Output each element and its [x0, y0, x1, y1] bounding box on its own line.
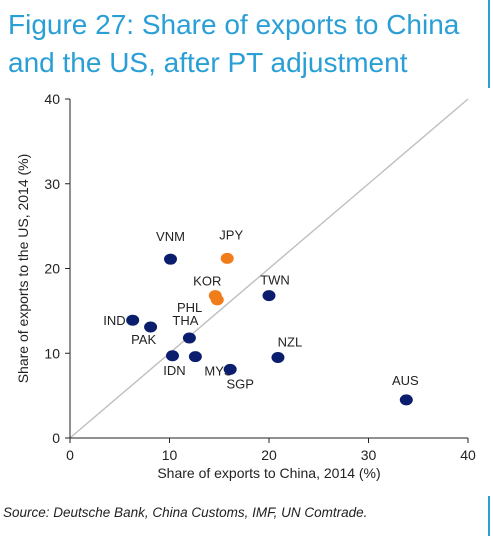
point-label-ind: IND: [103, 313, 125, 328]
chart-title: Figure 27: Share of exports to China and…: [8, 9, 460, 78]
point-pak: [144, 321, 158, 333]
y-tick-label: 0: [52, 430, 60, 446]
source-note: Source: Deutsche Bank, China Customs, IM…: [3, 505, 368, 520]
point-twn: [262, 290, 276, 302]
point-label-tha: THA: [172, 313, 198, 328]
x-tick-label: 0: [66, 447, 74, 463]
y-axis-label: Share of exports to the US, 2014 (%): [15, 154, 31, 384]
scatter-chart: 0 10 20 30 40 0 10 20 30 40 Share of exports to Ch…: [15, 91, 476, 481]
point-sgp: [223, 363, 237, 375]
point-label-sgp: SGP: [226, 376, 253, 391]
point-label-jpy: JPY: [219, 227, 243, 242]
point-label-pak: PAK: [131, 332, 156, 347]
point-jpy: [220, 252, 234, 264]
y-tick-label: 30: [44, 176, 60, 192]
point-aus: [399, 394, 413, 406]
y-tick-label: 20: [44, 261, 60, 277]
x-tick-label: 30: [361, 447, 377, 463]
point-label-idn: IDN: [163, 363, 185, 378]
point-label-vnm: VNM: [156, 229, 185, 244]
point-label-kor: KOR: [193, 274, 221, 289]
point-label-twn: TWN: [260, 273, 290, 288]
point-idn: [165, 350, 179, 362]
point-nzl: [271, 351, 285, 363]
source-box: Source: Deutsche Bank, China Customs, IM…: [0, 496, 490, 536]
x-axis-label: Share of exports to China, 2014 (%): [157, 465, 380, 481]
point-label-nzl: NZL: [278, 334, 303, 349]
y-tick-label: 10: [44, 345, 60, 361]
x-tick-label: 20: [261, 447, 277, 463]
point-phl: [210, 294, 224, 306]
point-mys: [188, 351, 202, 363]
point-tha: [182, 332, 196, 344]
x-tick-label: 40: [460, 447, 476, 463]
point-vnm: [163, 253, 177, 265]
point-label-aus: AUS: [392, 373, 419, 388]
point-label-phl: PHL: [177, 300, 202, 315]
x-tick-label: 10: [162, 447, 178, 463]
diagonal-reference-line: [69, 98, 469, 439]
point-ind: [126, 314, 140, 326]
y-tick-label: 40: [44, 91, 60, 107]
title-box: Figure 27: Share of exports to China and…: [0, 0, 490, 88]
